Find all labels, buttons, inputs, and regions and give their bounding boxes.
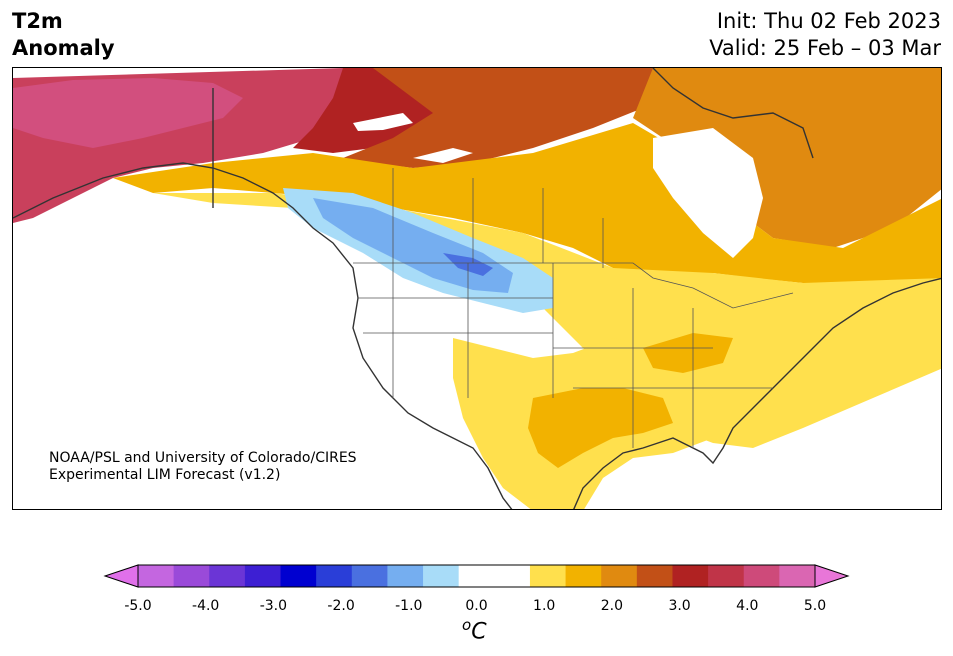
colorbar-bin xyxy=(423,565,460,587)
colorbar-outline xyxy=(137,564,816,588)
colorbar-bin xyxy=(280,565,317,587)
unit-degree: o xyxy=(462,616,472,634)
variable-label: T2m xyxy=(12,9,63,33)
colorbar-bin xyxy=(458,565,495,587)
anomaly-region-gold-ohio xyxy=(643,333,733,373)
arctic-ice-patch-2 xyxy=(413,148,473,163)
colorbar-bin xyxy=(565,565,602,587)
colorbar-bin xyxy=(708,565,745,587)
unit-celsius: C xyxy=(471,619,487,645)
colorbar-tick-label: -5.0 xyxy=(124,598,152,614)
colorbar-bin xyxy=(636,565,673,587)
colorbar-bin xyxy=(779,565,816,587)
arctic-ice-patch xyxy=(353,113,413,131)
data-credit: NOAA/PSL and University of Colorado/CIRE… xyxy=(49,450,357,484)
forecast-dates: Init: Thu 02 Feb 2023 Valid: 25 Feb – 03… xyxy=(709,8,941,62)
colorbar-tick-label: 2.0 xyxy=(600,598,624,614)
valid-range: Valid: 25 Feb – 03 Mar xyxy=(709,36,941,60)
colorbar-bins xyxy=(138,565,816,587)
colorbar-tick-label: 0.0 xyxy=(465,598,488,614)
colorbar-bin xyxy=(672,565,709,587)
colorbar-tick-label: 4.0 xyxy=(736,598,759,614)
anomaly-region-rose xyxy=(13,78,243,148)
anomaly-region-orange-ne xyxy=(633,68,941,248)
colorbar-bin xyxy=(173,565,210,587)
colorbar-under-arrow xyxy=(103,564,139,588)
anomaly-region-gold-south xyxy=(528,388,673,468)
colorbar-over-arrow xyxy=(814,564,850,588)
colorbar-tick-label: -1.0 xyxy=(395,598,423,614)
colorbar-bin xyxy=(494,565,531,587)
colorbar-bin xyxy=(601,565,638,587)
anomaly-map xyxy=(12,67,942,510)
colorbar-bin xyxy=(529,565,567,587)
coastlines xyxy=(13,68,941,509)
hudson-bay xyxy=(653,128,763,258)
anomaly-label: Anomaly xyxy=(12,36,115,60)
political-borders xyxy=(353,168,794,448)
colorbar-bin xyxy=(138,565,175,587)
colorbar-bin xyxy=(387,565,424,587)
colorbar-tick-label: -4.0 xyxy=(192,598,220,614)
colorbar-bin xyxy=(743,565,780,587)
colorbar-bin xyxy=(209,565,246,587)
colorbar-bin xyxy=(244,565,282,587)
init-date: Init: Thu 02 Feb 2023 xyxy=(716,9,941,33)
colorbar-tick-label: 5.0 xyxy=(803,598,827,614)
colorbar-bin xyxy=(351,565,388,587)
colorbar-tick-label: 1.0 xyxy=(533,598,556,614)
colorbar-tick-label: -2.0 xyxy=(327,598,355,614)
anomaly-region-yellow-band xyxy=(153,193,941,448)
colorbar-tick-label: 3.0 xyxy=(668,598,691,614)
colorbar-bin xyxy=(316,565,353,587)
map-canvas xyxy=(13,68,941,509)
plot-title: T2m Anomaly xyxy=(12,8,115,62)
credit-line-2: Experimental LIM Forecast (v1.2) xyxy=(49,467,281,483)
anomaly-region-rust xyxy=(343,68,663,168)
credit-line-1: NOAA/PSL and University of Colorado/CIRE… xyxy=(49,450,357,466)
unit-label: oC xyxy=(462,616,487,644)
colorbar-tick-label: -3.0 xyxy=(259,598,288,614)
